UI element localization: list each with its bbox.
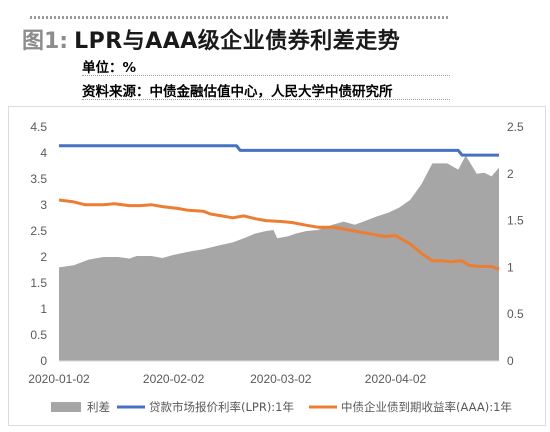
y-right-tick-label: 1.5 xyxy=(507,214,524,228)
source-label: 资料来源：中债金融估值中心，人民大学中债研究所 xyxy=(82,84,393,100)
chart-frame: 0 0.5 1 1.5 2 2.5 3 3.5 4 4.5 0 0.5 1 1.5 2 2.5 2020-01-… xyxy=(8,106,546,426)
header-hatch-divider xyxy=(30,16,450,19)
figure-label: 图1: xyxy=(22,29,69,54)
y-left-tick-label: 0.5 xyxy=(30,328,47,342)
dotted-divider xyxy=(82,75,450,76)
legend-label-lpr: 贷款市场报价利率(LPR):1年 xyxy=(149,400,294,414)
y-left-tick-label: 4 xyxy=(40,146,47,160)
y-left-tick-label: 4.5 xyxy=(30,120,47,134)
y-left-tick-label: 1 xyxy=(40,302,47,316)
unit-label: 单位：% xyxy=(82,60,137,76)
legend-label-spread: 利差 xyxy=(87,400,110,414)
x-tick-label: 2020-03-02 xyxy=(250,372,312,386)
legend-label-aaa-yield: 中债企业债到期收益率(AAA):1年 xyxy=(341,400,512,414)
dotted-divider xyxy=(82,99,450,100)
y-left-tick-label: 1.5 xyxy=(30,276,47,290)
y-right-tick-label: 2.5 xyxy=(507,120,524,134)
y-right-tick-label: 2 xyxy=(507,167,514,181)
x-tick-label: 2020-04-02 xyxy=(365,372,427,386)
y-left-tick-label: 3.5 xyxy=(30,172,47,186)
y-right-tick-label: 0 xyxy=(507,354,514,368)
chart-svg: 0 0.5 1 1.5 2 2.5 3 3.5 4 4.5 0 0.5 1 1.5 2 2.5 2020-01-… xyxy=(28,120,524,414)
line-series-aaa-yield xyxy=(58,198,500,271)
y-right-tick-label: 1 xyxy=(507,260,514,274)
figure-title: LPR与AAA级企业债券利差走势 xyxy=(74,29,401,54)
x-tick-label: 2020-02-02 xyxy=(143,372,205,386)
title-row: 图1: LPR与AAA级企业债券利差走势 xyxy=(22,23,400,57)
y-right-tick-label: 0.5 xyxy=(507,307,524,321)
y-left-tick-label: 2 xyxy=(40,250,47,264)
legend-swatch-spread xyxy=(51,402,81,412)
y-left-tick-label: 0 xyxy=(40,354,47,368)
y-left-tick-label: 2.5 xyxy=(30,224,47,238)
x-tick-label: 2020-01-02 xyxy=(28,372,90,386)
y-left-tick-label: 3 xyxy=(40,198,47,212)
line-series-lpr xyxy=(59,144,499,157)
area-series-spread xyxy=(59,155,499,361)
figure-header: 图1: LPR与AAA级企业债券利差走势 单位：% 资料来源：中债金融估值中心，人… xyxy=(0,0,550,100)
